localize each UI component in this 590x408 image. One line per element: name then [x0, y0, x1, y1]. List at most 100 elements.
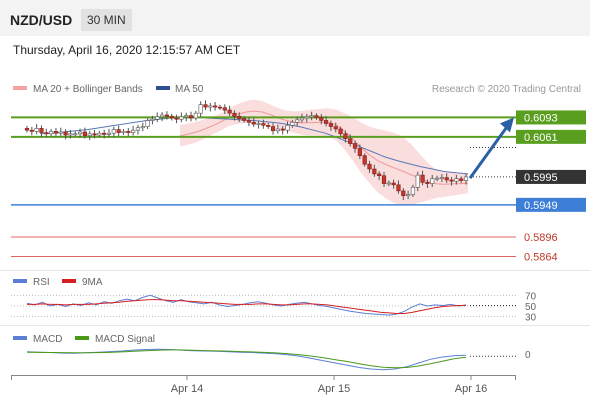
candle: [386, 180, 391, 187]
candle: [73, 131, 78, 137]
candle: [343, 130, 348, 143]
candle: [179, 112, 184, 123]
candle-body: [188, 115, 194, 119]
candle: [44, 128, 49, 138]
candle: [266, 122, 271, 129]
candle-body: [140, 126, 145, 129]
candle: [24, 125, 30, 133]
macd-panel: 0: [26, 348, 531, 371]
candle-body: [82, 131, 87, 136]
candle-body: [155, 116, 160, 120]
candle-body: [121, 131, 126, 133]
candle: [131, 125, 136, 136]
candle: [169, 113, 174, 121]
level-0-5949-tag: [516, 197, 586, 212]
level-0-5995-tag: [516, 169, 586, 184]
candle: [425, 179, 430, 188]
candle: [290, 119, 295, 128]
candle-body: [92, 133, 97, 136]
candle: [246, 117, 252, 127]
candle-body: [102, 132, 107, 135]
candle-body: [251, 121, 256, 125]
candle-body: [396, 184, 401, 192]
candle: [241, 116, 247, 123]
rsi-legend: RSI 9MA: [13, 277, 103, 288]
candle: [232, 110, 237, 121]
candle: [111, 126, 116, 138]
candle-body: [381, 175, 387, 184]
rsi-series-rsi: [26, 294, 467, 316]
candle-body: [348, 138, 353, 144]
forecast-arrow: [468, 117, 514, 180]
candle: [39, 125, 44, 137]
candle-body: [328, 123, 334, 127]
candle: [314, 113, 319, 120]
candle-body: [34, 128, 39, 132]
candle-body: [386, 182, 391, 185]
candle: [135, 124, 141, 135]
candle: [444, 173, 449, 183]
candle-body: [53, 131, 59, 134]
candle: [198, 101, 203, 118]
macd-series-signal: [26, 349, 467, 369]
candle: [406, 190, 411, 200]
chart-header: NZD/USD 30 MIN: [0, 0, 590, 36]
candle: [285, 121, 290, 134]
level-0-6061-tag: [516, 129, 586, 144]
candle-body: [463, 176, 469, 181]
candlesticks: [24, 100, 469, 201]
candle: [381, 171, 387, 188]
macd-tick-0: 0: [525, 350, 531, 361]
candle: [126, 127, 131, 137]
macd-legend-label: MACD: [33, 334, 62, 345]
forecast-arrow-shaft: [468, 124, 510, 180]
candle-body: [179, 116, 184, 120]
candle-body: [256, 123, 261, 125]
candle-body: [241, 118, 247, 121]
candle: [227, 105, 232, 117]
candle: [145, 118, 150, 129]
candle: [58, 127, 63, 137]
candle-body: [270, 126, 276, 132]
candle: [459, 176, 464, 183]
candle-body: [222, 107, 227, 111]
rsi-ma-legend-swatch: [62, 279, 76, 283]
candle-body: [372, 168, 377, 175]
candle-body: [63, 131, 68, 136]
rsi-ma-legend-label: 9MA: [82, 277, 103, 288]
candle: [97, 130, 102, 138]
candle-body: [266, 125, 271, 127]
candle: [213, 102, 218, 111]
candle-body: [319, 117, 324, 121]
candle-body: [343, 133, 348, 139]
candle: [102, 129, 107, 139]
timeframe-button[interactable]: 30 MIN: [81, 9, 132, 31]
candle: [420, 170, 425, 186]
candle: [49, 128, 54, 137]
ma50-legend-label: MA 50: [175, 84, 204, 95]
level-0-6093-tag: [516, 110, 586, 125]
forecast-arrow-head: [500, 117, 514, 133]
candle: [391, 179, 396, 189]
candle-body: [203, 104, 208, 108]
candle: [415, 171, 420, 192]
candle-body: [116, 129, 121, 133]
candle: [251, 117, 256, 128]
candle-body: [323, 120, 329, 124]
candle-body: [314, 115, 319, 118]
candle-body: [425, 182, 430, 184]
candle: [377, 170, 382, 181]
candle-body: [198, 104, 203, 114]
candle-body: [131, 129, 136, 133]
candle-body: [439, 177, 444, 179]
candle: [92, 129, 97, 139]
rsi-tick-70: 70: [525, 291, 537, 302]
candle: [174, 114, 179, 124]
chart-datetime: Thursday, April 16, 2020 12:15:57 AM CET: [13, 43, 241, 57]
candle-body: [410, 186, 416, 195]
candle: [309, 111, 314, 121]
candle-body: [111, 129, 116, 134]
candle: [280, 126, 285, 135]
bollinger-band-area: [180, 99, 468, 206]
